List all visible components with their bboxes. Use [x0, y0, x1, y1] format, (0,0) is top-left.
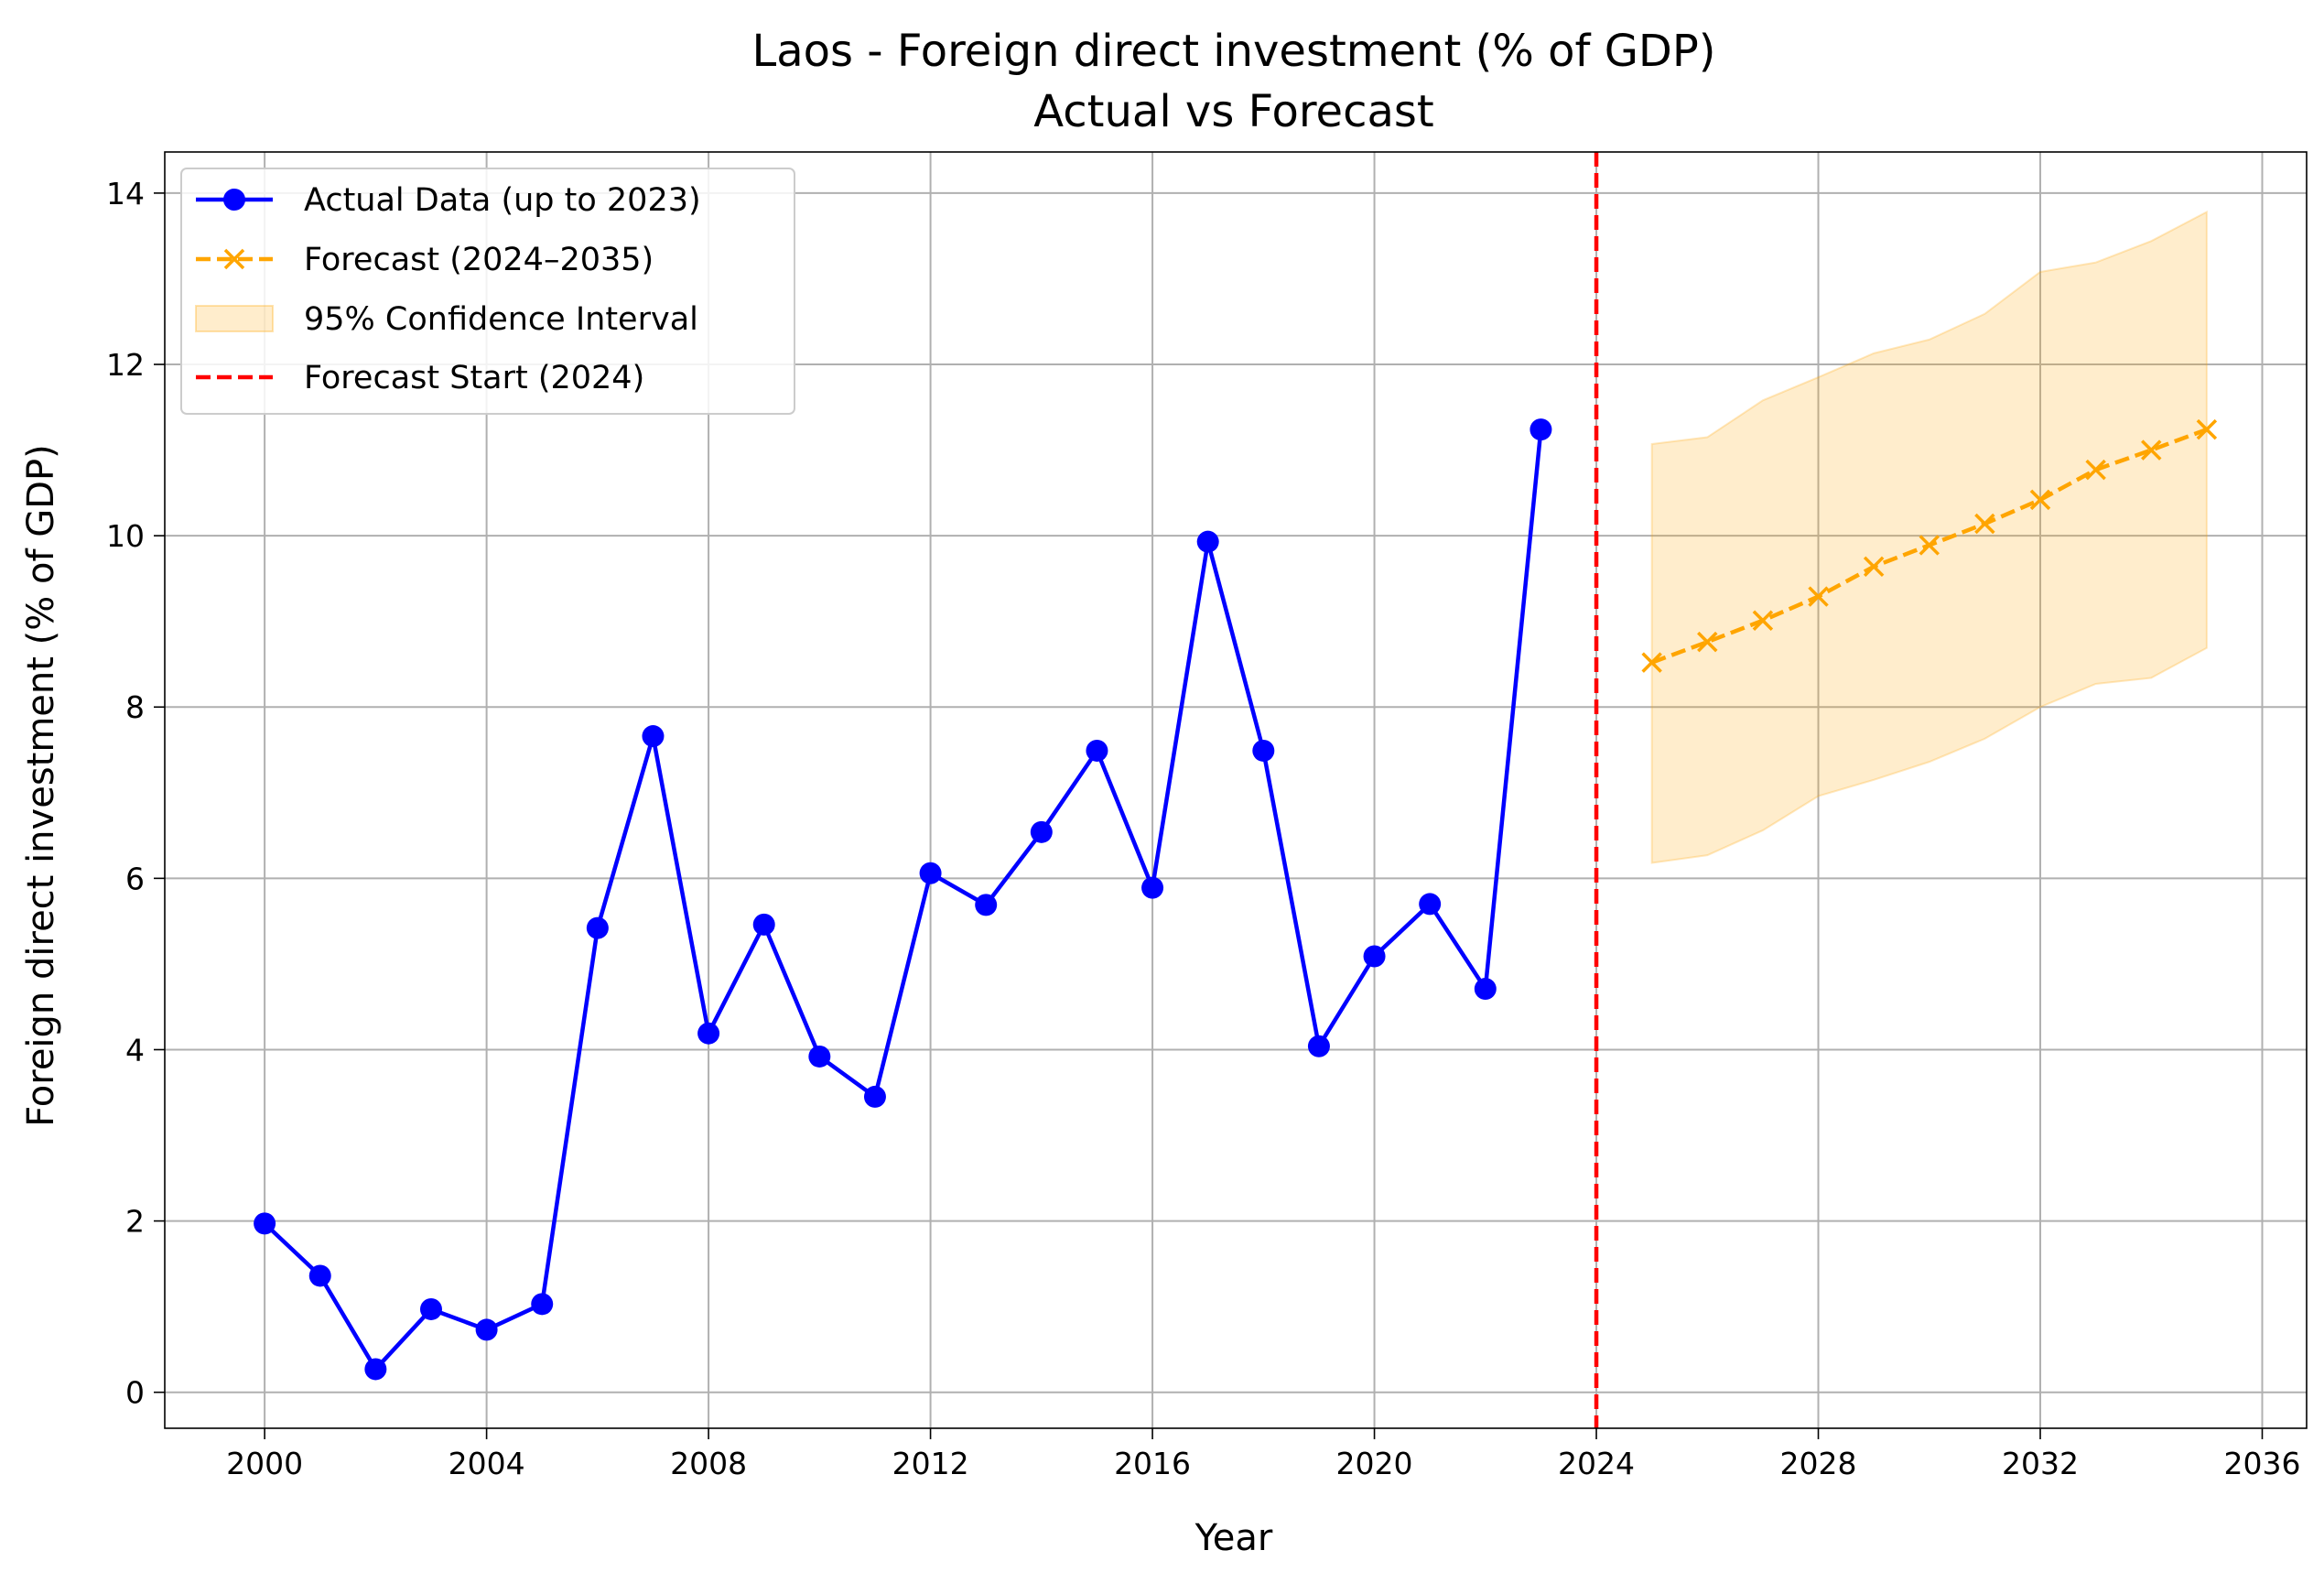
data-point	[697, 1022, 720, 1045]
data-point	[1974, 513, 1995, 535]
legend: Actual Data (up to 2023) Forecast (2024–2…	[180, 168, 795, 415]
x-axis-ticks: 2000 2004 2008 2012 2016 2020 2024 2028 2032 2036	[226, 1428, 2300, 1481]
y-axis-ticks: 0 2 4 6 8 10 12 14	[106, 176, 165, 1411]
data-point	[419, 1297, 442, 1320]
data-point	[308, 1264, 331, 1287]
x-tick-label: 2000	[226, 1446, 303, 1481]
data-point	[2029, 489, 2051, 511]
confidence-band-layer	[1650, 210, 2208, 864]
data-point	[2085, 459, 2106, 481]
chart-subtitle: Actual vs Forecast	[1033, 86, 1433, 137]
x-tick-label: 2012	[892, 1446, 969, 1481]
y-tick-label: 4	[125, 1032, 145, 1068]
data-point	[254, 1212, 276, 1235]
data-point	[975, 894, 998, 916]
data-point	[1252, 739, 1275, 762]
data-point	[1530, 418, 1552, 441]
data-point	[808, 1045, 831, 1068]
chart-title: Laos - Foreign direct investment (% of G…	[751, 26, 1715, 77]
y-tick-label: 6	[125, 861, 145, 896]
data-point	[1419, 893, 1442, 916]
series-0	[254, 418, 1552, 1381]
data-point	[1919, 535, 1940, 556]
data-point	[863, 1085, 886, 1108]
data-point	[1641, 652, 1662, 673]
legend-marker-forecast	[223, 248, 245, 270]
x-tick-label: 2024	[1558, 1446, 1635, 1481]
data-point	[2196, 418, 2218, 440]
plot-frame	[164, 151, 2308, 1429]
y-tick-label: 12	[106, 347, 145, 383]
series-layer	[254, 418, 2218, 1381]
data-point	[1086, 739, 1108, 762]
legend-swatch-ci	[195, 305, 274, 332]
y-tick-label: 8	[125, 689, 145, 725]
data-point	[1863, 556, 1885, 578]
series-1	[1641, 418, 2218, 673]
data-point	[1697, 631, 1718, 653]
x-axis-label: Year	[1194, 1517, 1273, 1559]
data-point	[1196, 530, 1219, 553]
confidence-band	[1650, 210, 2208, 864]
y-tick-label: 10	[106, 518, 145, 554]
data-point	[1808, 586, 1829, 607]
data-point	[642, 725, 665, 748]
data-point	[2141, 439, 2162, 461]
legend-label: 95% Confidence Interval	[304, 301, 698, 338]
data-point	[752, 913, 775, 936]
x-tick-label: 2020	[1336, 1446, 1413, 1481]
y-tick-label: 14	[106, 176, 145, 211]
data-point	[1474, 978, 1497, 1001]
y-axis-label: Foreign direct investment (% of GDP)	[20, 444, 62, 1127]
legend-label: Forecast (2024–2035)	[304, 242, 654, 278]
legend-box	[180, 168, 795, 415]
legend-label: Forecast Start (2024)	[304, 360, 644, 396]
legend-marker-actual	[223, 189, 245, 211]
x-tick-label: 2032	[2002, 1446, 2079, 1481]
data-point	[919, 862, 942, 884]
data-point	[1030, 820, 1053, 843]
x-tick-label: 2036	[2224, 1446, 2301, 1481]
x-tick-label: 2008	[670, 1446, 747, 1481]
x-tick-label: 2004	[449, 1446, 525, 1481]
data-point	[1307, 1035, 1330, 1057]
x-tick-label: 2016	[1114, 1446, 1191, 1481]
data-point	[1363, 945, 1386, 968]
data-point	[531, 1293, 554, 1316]
y-tick-label: 2	[125, 1204, 145, 1240]
y-tick-label: 0	[125, 1375, 145, 1411]
data-point	[475, 1318, 498, 1341]
legend-label: Actual Data (up to 2023)	[304, 182, 701, 219]
x-tick-label: 2028	[1780, 1446, 1857, 1481]
data-point	[364, 1358, 387, 1381]
data-point	[1752, 610, 1774, 631]
data-point	[586, 916, 609, 939]
data-point	[1141, 876, 1164, 899]
